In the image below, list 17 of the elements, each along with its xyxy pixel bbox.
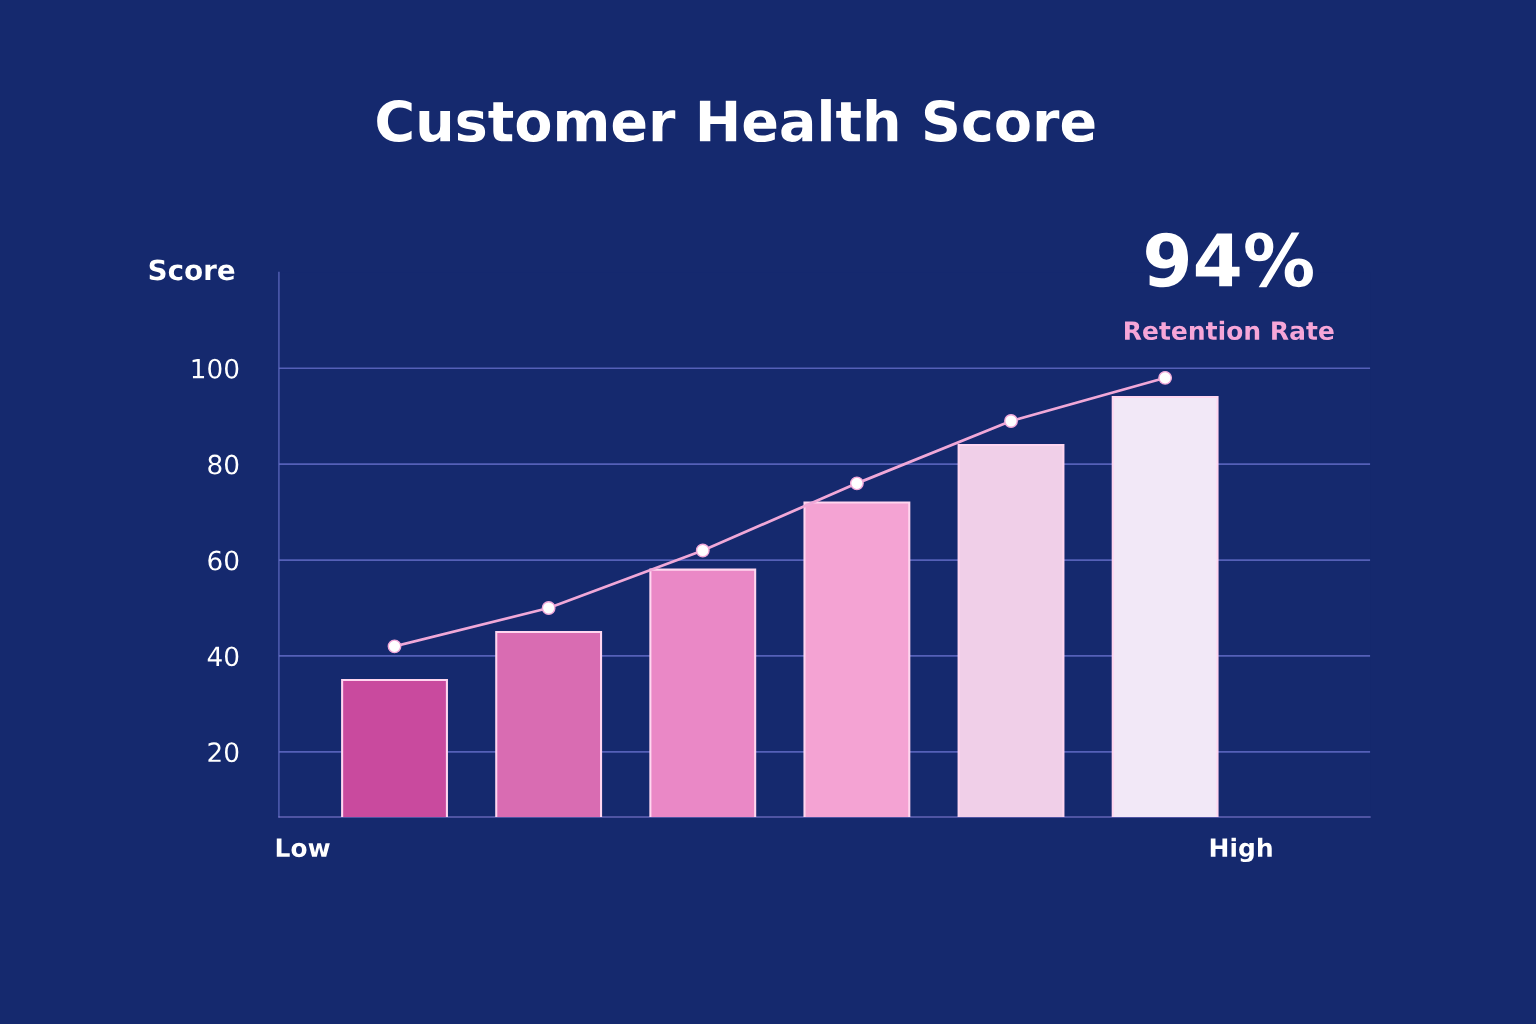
point [1004, 414, 1018, 428]
point [1158, 370, 1173, 385]
chart-title: Customer Health Score [377, 99, 1095, 143]
y-tick-label: 80 [208, 454, 239, 475]
text: Low [276, 838, 330, 858]
y-axis-title: Score [149, 259, 235, 281]
y-tick-label: 40 [207, 646, 239, 667]
y-tick-label: 20 [208, 742, 239, 763]
point [541, 601, 556, 615]
point [695, 543, 710, 558]
annotation: Retention Rate [1125, 320, 1334, 341]
point [387, 639, 402, 654]
annotation: 94% [1146, 232, 1313, 288]
y-tick-label: 60 [208, 550, 239, 571]
y-tick-label: 100 [192, 358, 239, 379]
text: High [1210, 837, 1272, 863]
point [849, 476, 864, 491]
